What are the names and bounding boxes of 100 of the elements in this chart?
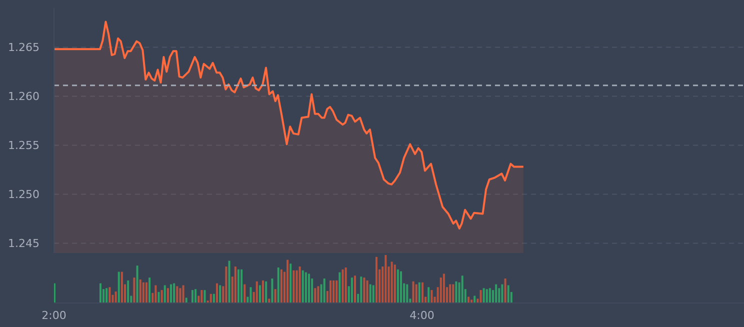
bar bbox=[142, 282, 144, 303]
bar bbox=[160, 290, 163, 303]
bar bbox=[482, 288, 485, 303]
bar bbox=[277, 267, 280, 303]
bar bbox=[504, 278, 506, 303]
bar bbox=[271, 278, 274, 303]
bar bbox=[366, 280, 368, 303]
bar bbox=[298, 266, 301, 303]
bar bbox=[363, 278, 366, 303]
bar bbox=[369, 284, 372, 303]
bar bbox=[406, 284, 408, 303]
bar bbox=[452, 284, 454, 303]
bar bbox=[228, 260, 230, 303]
y-tick-label: 1.265 bbox=[8, 41, 40, 54]
bar bbox=[390, 262, 393, 303]
bar bbox=[430, 290, 433, 303]
bar bbox=[488, 288, 491, 303]
bar bbox=[256, 281, 258, 303]
bar bbox=[314, 288, 316, 303]
bar bbox=[486, 289, 488, 303]
bar bbox=[332, 280, 335, 303]
bar bbox=[375, 256, 378, 303]
bar bbox=[338, 272, 341, 303]
bar bbox=[304, 272, 307, 303]
bar bbox=[268, 298, 270, 303]
bar bbox=[225, 266, 228, 303]
x-tick-label: 2:00 bbox=[42, 308, 66, 322]
bar bbox=[148, 278, 151, 303]
bar bbox=[200, 290, 203, 303]
bar bbox=[440, 278, 442, 303]
bar bbox=[166, 288, 169, 303]
y-tick-label: 1.245 bbox=[8, 237, 40, 250]
bar bbox=[185, 298, 188, 303]
bar bbox=[449, 284, 452, 303]
bar bbox=[302, 270, 304, 303]
bar bbox=[418, 282, 420, 303]
bar bbox=[384, 255, 387, 303]
bar bbox=[360, 276, 362, 303]
bar bbox=[274, 289, 276, 303]
bar bbox=[179, 288, 182, 303]
bar bbox=[394, 264, 396, 303]
bar bbox=[396, 269, 399, 303]
bar bbox=[154, 285, 157, 303]
bar bbox=[194, 289, 197, 303]
bar bbox=[344, 267, 347, 303]
bar bbox=[240, 269, 243, 303]
bar bbox=[342, 269, 344, 303]
bar bbox=[372, 285, 374, 303]
bar bbox=[145, 282, 148, 303]
bar bbox=[210, 294, 212, 303]
bar bbox=[237, 269, 240, 303]
bar bbox=[428, 287, 430, 303]
bar bbox=[265, 281, 268, 303]
bar bbox=[455, 281, 458, 303]
bar bbox=[474, 296, 476, 303]
bar bbox=[250, 287, 252, 303]
bar bbox=[415, 284, 418, 303]
bar bbox=[158, 292, 160, 303]
bar bbox=[182, 285, 184, 303]
bar bbox=[323, 278, 326, 303]
bar bbox=[191, 290, 194, 303]
bar bbox=[216, 283, 218, 303]
bar bbox=[234, 266, 236, 303]
bar bbox=[258, 285, 261, 303]
bar bbox=[442, 274, 445, 303]
bar bbox=[219, 285, 222, 303]
bar bbox=[120, 272, 123, 303]
bar bbox=[354, 276, 356, 303]
bar bbox=[136, 266, 138, 303]
bar bbox=[480, 290, 482, 303]
bar bbox=[173, 283, 176, 303]
bar bbox=[244, 284, 246, 303]
y-tick-label: 1.260 bbox=[8, 90, 40, 104]
bar bbox=[114, 291, 117, 303]
bar bbox=[176, 286, 178, 303]
bar bbox=[139, 279, 142, 303]
x-tick-label: 4:00 bbox=[410, 308, 434, 322]
bar bbox=[118, 272, 120, 303]
y-tick-label: 1.250 bbox=[8, 188, 40, 202]
bar bbox=[286, 260, 289, 303]
bar bbox=[461, 276, 464, 303]
bar bbox=[99, 283, 102, 303]
bar bbox=[108, 287, 111, 303]
bar bbox=[212, 294, 215, 303]
bar bbox=[495, 284, 498, 303]
bar bbox=[280, 269, 282, 303]
bar bbox=[296, 270, 298, 303]
bar bbox=[262, 280, 264, 303]
bar bbox=[292, 270, 295, 303]
bar bbox=[329, 280, 332, 303]
bar bbox=[204, 290, 206, 303]
bar bbox=[350, 278, 353, 303]
bar bbox=[400, 271, 402, 303]
bar bbox=[133, 278, 136, 303]
bar bbox=[106, 288, 108, 303]
bar bbox=[308, 274, 310, 303]
bar bbox=[336, 280, 338, 303]
bar bbox=[498, 288, 500, 303]
bar bbox=[501, 284, 504, 303]
y-tick-label: 1.255 bbox=[8, 139, 40, 152]
